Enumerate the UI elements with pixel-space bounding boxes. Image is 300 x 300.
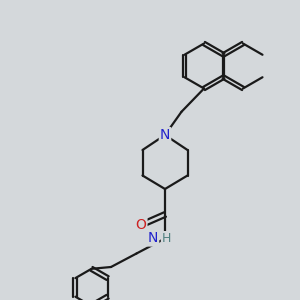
Text: O: O — [136, 218, 146, 232]
Text: H: H — [162, 232, 171, 245]
Text: N: N — [160, 128, 170, 142]
Text: N: N — [148, 232, 158, 245]
